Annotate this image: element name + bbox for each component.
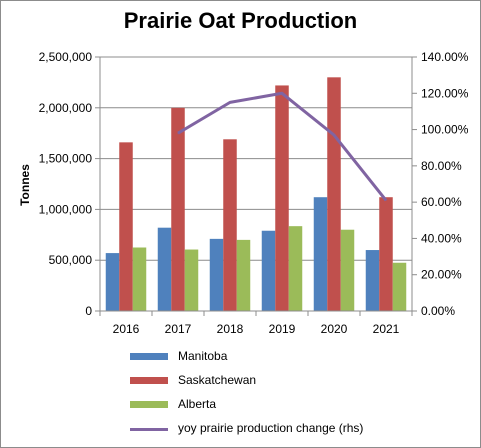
legend-swatch-manitoba [130, 353, 168, 360]
bar-alberta [236, 239, 251, 311]
bar-alberta [132, 247, 147, 311]
line-point-yoy-change [229, 101, 231, 103]
bar-layer [105, 77, 407, 311]
y-axis-label: Tonnes [18, 164, 32, 206]
line-point-yoy-change [333, 134, 335, 136]
chart-title: Prairie Oat Production [123, 8, 358, 33]
y-tick-label: 2,000,000 [39, 101, 93, 115]
y2-tick-label: 0.00% [421, 304, 455, 318]
y2-tick-label: 60.00% [421, 195, 462, 209]
legend-label-alberta: Alberta [178, 397, 217, 411]
bar-manitoba [313, 197, 328, 311]
y2-tick-label: 140.00% [421, 50, 469, 64]
legend-label-saskatchewan: Saskatchewan [178, 373, 257, 387]
y-tick-label: 0 [85, 304, 92, 318]
y2-tick-label: 40.00% [421, 231, 462, 245]
legend-line-yoy-change [130, 428, 168, 431]
x-tick-label: 2021 [373, 322, 400, 336]
bar-saskatchewan [223, 139, 237, 311]
x-tick-label: 2020 [321, 322, 348, 336]
y2-tick-label: 80.00% [421, 159, 462, 173]
line-point-yoy-change [385, 199, 387, 201]
y2-tick-label: 120.00% [421, 86, 469, 100]
grid-layer [100, 56, 412, 261]
y-tick-label: 500,000 [49, 253, 93, 267]
bar-manitoba [365, 250, 380, 311]
y-tick-label: 2,500,000 [39, 50, 93, 64]
bar-saskatchewan [327, 77, 341, 311]
legend-swatch-saskatchewan [130, 377, 168, 384]
x-tick-label: 2016 [113, 322, 140, 336]
bar-alberta [288, 226, 303, 311]
legend-swatch-alberta [130, 401, 168, 408]
x-tick-label: 2018 [217, 322, 244, 336]
bar-manitoba [209, 238, 224, 311]
x-tick-label: 2019 [269, 322, 296, 336]
legend-label-manitoba: Manitoba [178, 349, 228, 363]
legend-label-yoy-change: yoy prairie production change (rhs) [178, 421, 364, 435]
bar-manitoba [261, 230, 276, 311]
y-tick-label: 1,000,000 [39, 202, 93, 216]
bar-saskatchewan [119, 142, 133, 311]
bar-saskatchewan [171, 107, 185, 311]
y-tick-label: 1,500,000 [39, 152, 93, 166]
y2-tick-label: 20.00% [421, 268, 462, 282]
bar-alberta [392, 262, 407, 311]
line-layer [177, 91, 388, 202]
bar-alberta [340, 229, 355, 311]
axis-layer: 0 500,000 1,000,000 1,500,000 2,000,000 2,500… [39, 50, 469, 336]
bar-saskatchewan [275, 85, 289, 311]
bar-manitoba [157, 227, 172, 311]
y2-tick-label: 100.00% [421, 123, 469, 137]
line-point-yoy-change [281, 92, 283, 94]
line-point-yoy-change [177, 132, 179, 134]
bar-alberta [184, 249, 199, 311]
x-tick-label: 2017 [165, 322, 192, 336]
bar-saskatchewan [379, 197, 393, 311]
bar-manitoba [105, 253, 120, 311]
